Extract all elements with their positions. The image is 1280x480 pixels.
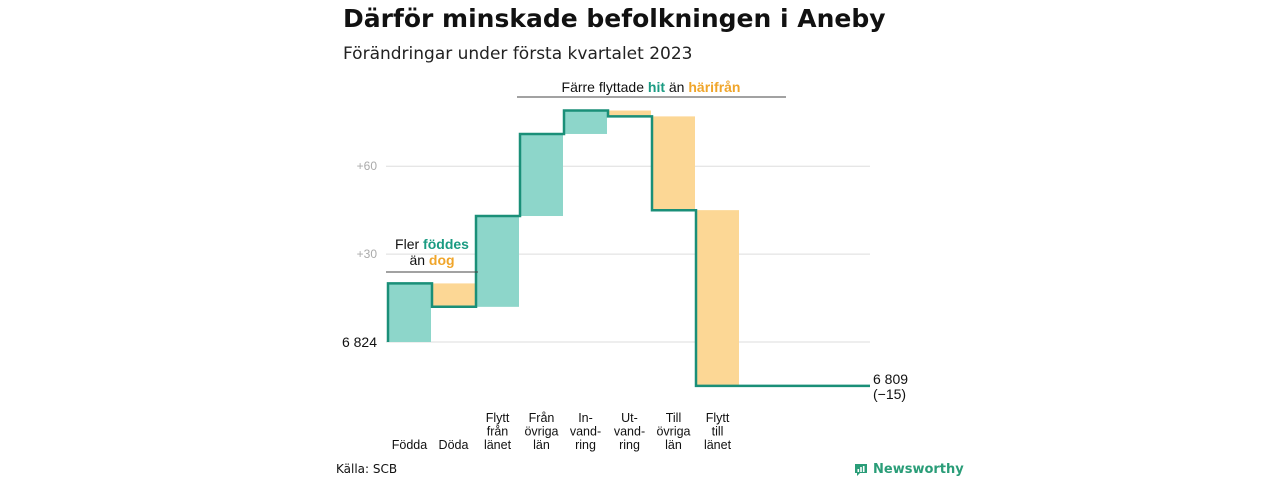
brand-logo: Newsworthy xyxy=(854,462,964,477)
annotation-moves-line: Färre flyttade hit än härifrån xyxy=(562,79,741,95)
annotation-births: Fler föddes än dog xyxy=(386,236,478,273)
waterfall-bar xyxy=(608,110,651,117)
category-label: till xyxy=(712,425,724,439)
connector-line-layer xyxy=(386,109,870,388)
category-label: län xyxy=(665,438,682,452)
category-label: Döda xyxy=(439,438,469,452)
category-label: ring xyxy=(575,438,596,452)
chart-subtitle: Förändringar under första kvartalet 2023 xyxy=(343,44,693,64)
waterfall-bar xyxy=(652,116,695,211)
grid-layer xyxy=(386,165,870,343)
category-label: län xyxy=(533,438,550,452)
category-label: vand- xyxy=(614,425,645,439)
category-label: länet xyxy=(704,438,732,452)
category-label: Ut- xyxy=(621,411,638,425)
y-tick-label: +30 xyxy=(357,247,378,261)
category-label: Flytt xyxy=(486,411,510,425)
start-value-label: 6 824 xyxy=(342,334,377,350)
category-label: övriga xyxy=(524,425,558,439)
annotation-births-line1: Fler föddes xyxy=(395,236,469,252)
annotation-moves: Färre flyttade hit än härifrån xyxy=(517,79,786,98)
brand-name: Newsworthy xyxy=(873,462,964,477)
annotation-deaths-highlight: dog xyxy=(429,252,455,268)
end-value-label: 6 809 xyxy=(873,371,908,387)
category-label: övriga xyxy=(656,425,690,439)
newsworthy-logo-icon xyxy=(855,463,867,476)
category-label: länet xyxy=(484,438,512,452)
annotation-births-text: Fler xyxy=(395,236,423,252)
annotation-births-text2: än xyxy=(409,252,428,268)
waterfall-bar xyxy=(432,283,475,307)
category-label: från xyxy=(487,425,509,439)
annotation-moves-mid: än xyxy=(665,79,688,95)
category-label: Födda xyxy=(392,438,427,452)
category-label: Till xyxy=(666,411,682,425)
waterfall-bar xyxy=(388,283,431,342)
y-tick-label: +60 xyxy=(357,159,378,173)
waterfall-bar xyxy=(696,210,739,386)
annotation-births-line2: än dog xyxy=(409,252,454,268)
category-label: vand- xyxy=(570,425,601,439)
bar-layer xyxy=(388,110,739,386)
waterfall-bar xyxy=(520,133,563,217)
category-label: ring xyxy=(619,438,640,452)
annotation-moves-text: Färre flyttade xyxy=(562,79,648,95)
annotation-moves-highlight-in: hit xyxy=(648,79,665,95)
waterfall-bar xyxy=(564,110,607,134)
end-change-label: (−15) xyxy=(873,386,906,402)
waterfall-connector-line xyxy=(386,109,870,388)
waterfall-bar xyxy=(476,216,519,307)
annotation-births-highlight: föddes xyxy=(423,236,469,252)
chart-title: Därför minskade befolkningen i Aneby xyxy=(343,4,886,33)
category-label-layer: Födda DödaFlyttfrånlänetFrånövrigalänIn-v… xyxy=(392,411,732,452)
annotation-moves-highlight-out: härifrån xyxy=(688,79,740,95)
category-label: In- xyxy=(578,411,593,425)
category-label: Från xyxy=(529,411,555,425)
category-label: Flytt xyxy=(706,411,730,425)
y-tick-layer: +30 +60 xyxy=(357,159,378,261)
source-note: Källa: SCB xyxy=(336,462,398,476)
